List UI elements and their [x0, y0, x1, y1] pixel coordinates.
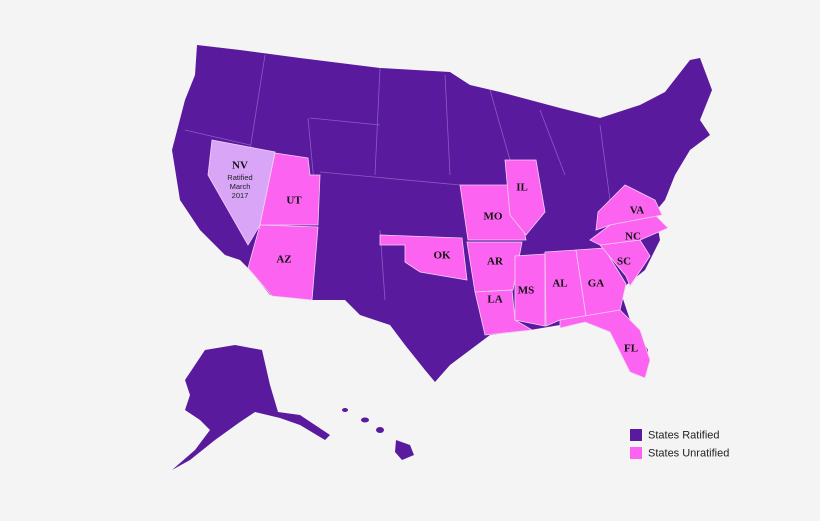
state-label: MS [518, 285, 535, 297]
state-note: March [230, 182, 251, 191]
state-fl [559, 309, 651, 379]
state-label: NC [625, 231, 641, 243]
state-label: GA [588, 278, 605, 290]
unratified-states [247, 152, 669, 379]
state-ok [379, 234, 468, 281]
state-label: OK [433, 250, 451, 262]
state-note: Ratified [227, 173, 252, 182]
legend-swatch [630, 429, 642, 441]
legend: States Ratified States Unratified [630, 429, 729, 459]
state-label: AZ [276, 254, 291, 266]
state-label: SC [617, 256, 631, 268]
state-va [595, 184, 663, 231]
state-borders [184, 54, 611, 301]
state-label: UT [286, 195, 302, 207]
state-az [247, 224, 319, 301]
alaska [172, 345, 330, 470]
state-label: NV [232, 160, 248, 172]
state-label: MO [484, 211, 503, 223]
state-label: AL [552, 278, 567, 290]
state-ar [466, 241, 523, 293]
legend-label: States Ratified [648, 429, 720, 441]
hawaii [342, 408, 414, 460]
state-ga [575, 247, 627, 317]
state-note: 2017 [232, 191, 249, 200]
state-la [474, 289, 534, 336]
legend-swatch [630, 447, 642, 459]
state-label: IL [516, 182, 528, 194]
state-il [504, 159, 546, 236]
state-label: LA [487, 294, 502, 306]
state-label: VA [630, 205, 645, 217]
legend-label: States Unratified [648, 447, 729, 459]
state-label: FL [624, 343, 638, 355]
state-ms [514, 253, 546, 327]
state-label: AR [487, 256, 504, 268]
state-nv [207, 139, 276, 246]
